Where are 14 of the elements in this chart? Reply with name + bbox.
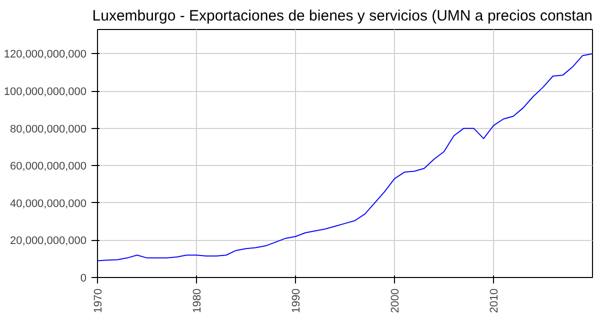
y-tick-label: 80,000,000,000 — [10, 123, 87, 136]
line-series — [98, 53, 592, 262]
x-tick-label: 2010 — [488, 288, 500, 313]
y-tick-label: 0 — [80, 272, 87, 284]
y-tick-label: 100,000,000,000 — [4, 86, 87, 98]
x-tick-label: 2000 — [390, 288, 402, 313]
y-tick-label: 20,000,000,000 — [10, 235, 87, 248]
y-tick-label: 120,000,000,000 — [4, 48, 87, 61]
x-tick-label: 1970 — [92, 288, 104, 313]
y-tick-label: 60,000,000,000 — [10, 160, 87, 173]
x-tick-label: 1990 — [290, 288, 302, 313]
x-tick-label: 1980 — [192, 288, 204, 313]
chart-title: Luxemburgo - Exportaciones de bienes y servicios (UMN a precios constan — [92, 8, 593, 24]
y-tick-label: 40,000,000,000 — [10, 198, 87, 210]
